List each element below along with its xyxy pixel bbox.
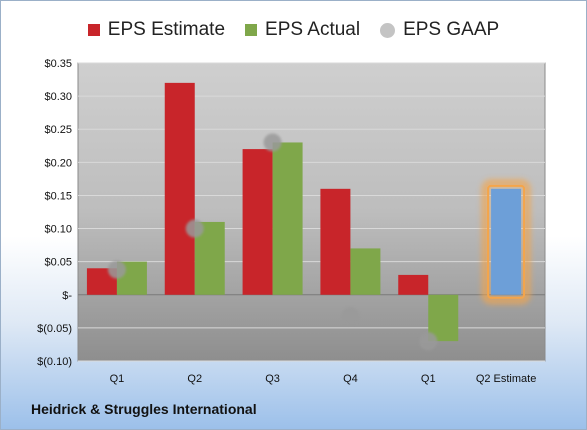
y-tick-label: $0.10 xyxy=(44,224,72,236)
legend-item-estimate: EPS Estimate xyxy=(87,19,226,41)
legend-label-actual: EPS Actual xyxy=(265,19,361,40)
x-tick-label: Q1 xyxy=(110,373,125,385)
y-tick-label: $(0.10) xyxy=(37,356,72,368)
bar-projected xyxy=(491,188,522,295)
legend-label-estimate: EPS Estimate xyxy=(107,19,226,40)
gaap-marker xyxy=(419,332,438,351)
company-name: Heidrick & Struggles International xyxy=(31,401,257,417)
legend-swatch-actual xyxy=(245,24,258,36)
legend-item-actual: EPS Actual xyxy=(245,19,360,41)
y-tick-label: $0.15 xyxy=(44,190,72,202)
legend-label-gaap: EPS GAAP xyxy=(403,19,500,40)
y-tick-label: $0.30 xyxy=(44,91,72,103)
chart-legend: EPS Estimate EPS Actual EPS GAAP xyxy=(1,15,586,45)
projection-highlight-border xyxy=(487,184,526,299)
plot-area xyxy=(77,62,546,362)
y-tick-label: $- xyxy=(62,290,72,302)
eps-chart: $0.35 $0.30 $0.25 $0.20 $0.15 $0.10 $0.05 $- $(0… xyxy=(37,58,546,385)
bar-estimate xyxy=(320,188,351,295)
x-tick-label: Q3 xyxy=(265,373,280,385)
y-tick-label: $0.05 xyxy=(44,257,72,269)
gaap-marker xyxy=(341,306,360,325)
y-tick-label: $0.35 xyxy=(44,58,72,70)
legend-swatch-estimate xyxy=(87,24,100,36)
bar-estimate xyxy=(242,149,273,295)
y-tick-label: $0.25 xyxy=(44,124,72,136)
bar-estimate xyxy=(398,274,429,295)
gaap-marker xyxy=(107,260,126,279)
legend-swatch-gaap xyxy=(380,22,396,38)
bar-actual xyxy=(428,294,459,342)
legend-item-gaap: EPS GAAP xyxy=(380,19,499,41)
x-tick-label: Q4 xyxy=(343,373,358,385)
x-tick-label: Q2 Estimate xyxy=(476,373,537,385)
x-tick-label: Q1 xyxy=(421,373,436,385)
y-tick-label: $0.20 xyxy=(44,157,72,169)
bar-estimate xyxy=(164,82,195,295)
bar-actual xyxy=(272,142,303,295)
bar-actual xyxy=(350,248,381,295)
gaap-marker xyxy=(263,133,282,152)
projection-highlight xyxy=(481,179,531,305)
y-tick-label: $(0.05) xyxy=(37,323,72,335)
gaap-marker xyxy=(185,219,204,238)
x-tick-label: Q2 xyxy=(187,373,202,385)
